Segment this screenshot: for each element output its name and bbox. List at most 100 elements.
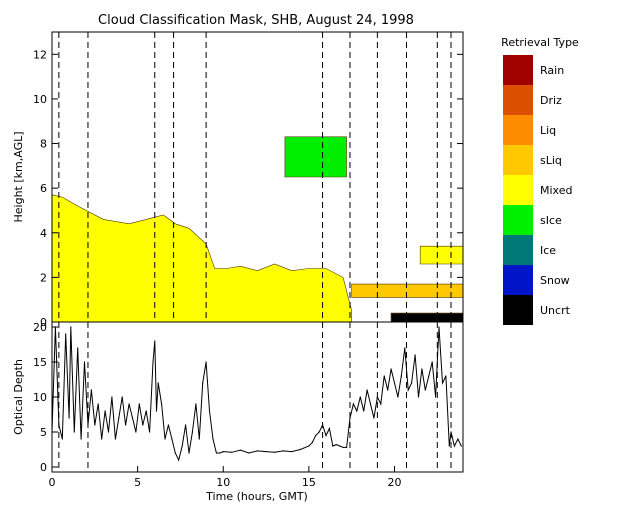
legend-label-rain: Rain [540, 64, 564, 77]
optical-depth-point [219, 452, 221, 454]
optical-depth-point [414, 354, 416, 356]
optical-depth-point [373, 417, 375, 419]
optical-depth-point [460, 445, 462, 447]
x-axis-label: Time (hours, GMT) [205, 490, 308, 503]
optical-depth-point [393, 382, 396, 384]
optical-depth-point [138, 403, 140, 405]
optical-depth-point [349, 417, 351, 419]
optical-depth-point [325, 434, 327, 437]
optical-depth-point [321, 424, 324, 426]
optical-depth-point [363, 410, 365, 412]
optical-depth-point [87, 424, 89, 426]
optical-depth-point [291, 451, 293, 453]
optical-depth-point [390, 368, 392, 370]
legend-label-uncrt: Uncrt [540, 304, 571, 317]
legend-swatch-mixed [503, 175, 533, 205]
optical-depth-point [411, 382, 413, 384]
mask-y-tick-label: 4 [40, 227, 47, 240]
optical-depth-point [83, 361, 86, 363]
legend-label-sice: sIce [540, 214, 562, 227]
optical-depth-point [205, 361, 207, 363]
optical-depth-point [90, 389, 92, 391]
optical-depth-y-tick-label: 0 [40, 461, 47, 474]
optical-depth-y-tick-label: 20 [33, 321, 47, 334]
optical-depth-point [308, 445, 310, 447]
optical-depth-point [149, 431, 151, 433]
mask-y-tick-label: 8 [40, 138, 47, 151]
optical-depth-point [256, 450, 259, 452]
optical-depth-point [282, 450, 284, 452]
optical-depth-point [339, 445, 341, 447]
mask-region-2 [351, 283, 464, 298]
x-tick-label: 20 [388, 476, 402, 489]
optical-depth-point [181, 445, 183, 447]
optical-depth-point [191, 431, 194, 433]
optical-depth-point [195, 403, 197, 405]
optical-depth-point [128, 403, 130, 405]
optical-depth-point [400, 375, 402, 377]
optical-depth-point [131, 417, 134, 419]
optical-depth-point [215, 452, 217, 454]
optical-depth-point [352, 403, 354, 405]
optical-depth-point [157, 382, 159, 384]
optical-depth-point [453, 445, 456, 447]
optical-depth-point [231, 451, 233, 453]
optical-depth-point [155, 410, 158, 412]
mask-region-3 [419, 245, 464, 265]
optical-depth-point [431, 361, 433, 363]
optical-depth-point [274, 451, 276, 453]
optical-depth-point [61, 438, 63, 440]
optical-depth-point [342, 446, 344, 448]
optical-depth-point [222, 451, 224, 453]
optical-depth-point [359, 396, 361, 398]
optical-depth-point [145, 410, 147, 412]
mask-y-tick-label: 6 [40, 182, 47, 195]
optical-depth-point [107, 431, 110, 433]
optical-depth-point [97, 403, 99, 405]
optical-depth-point [404, 347, 406, 349]
legend-label-mixed: Mixed [540, 184, 572, 197]
optical-depth-point [208, 410, 211, 412]
mask-y-axis-label: Height [km,AGL] [12, 131, 25, 222]
optical-depth-point [111, 396, 113, 398]
optical-depth-point [80, 438, 82, 440]
optical-depth-point [73, 431, 75, 433]
optical-depth-point [178, 459, 180, 461]
mask-region-0 [51, 194, 353, 323]
optical-depth-point [118, 417, 120, 419]
legend: Retrieval Type Rain Driz Liq sLiq Mixed sIce I… [501, 36, 579, 325]
optical-depth-point [299, 448, 301, 451]
optical-depth-point [152, 361, 154, 363]
legend-swatch-uncrt [503, 295, 533, 325]
legend-swatch-sice [503, 205, 533, 235]
optical-depth-point [450, 431, 452, 433]
optical-depth-point [202, 382, 204, 384]
optical-depth-y-tick-label: 10 [33, 391, 47, 404]
optical-depth-point [239, 449, 241, 451]
legend-label-driz: Driz [540, 94, 562, 107]
optical-depth-series-line [51, 326, 462, 462]
optical-depth-point [311, 441, 313, 444]
legend-label-snow: Snow [540, 274, 570, 287]
optical-depth-point [376, 396, 378, 398]
optical-depth-point [121, 396, 123, 398]
optical-depth-point [58, 424, 60, 426]
optical-depth-point [328, 427, 331, 430]
optical-depth-point [424, 389, 426, 391]
optical-depth-point [174, 452, 176, 454]
legend-swatch-snow [503, 265, 533, 295]
optical-depth-point [407, 389, 409, 391]
optical-depth-point [154, 340, 156, 342]
optical-depth-point [114, 438, 116, 440]
optical-depth-point [68, 417, 70, 419]
optical-depth-panel: 0 5 10 15 20 0 5 10 15 20 Optical Depth Time (ho… [12, 321, 464, 503]
optical-depth-point [332, 445, 334, 447]
optical-depth-point [248, 452, 250, 454]
x-tick-label: 15 [302, 476, 316, 489]
optical-depth-point [104, 410, 106, 412]
optical-depth-point [366, 389, 368, 391]
legend-label-liq: Liq [540, 124, 556, 137]
optical-depth-point [77, 347, 79, 349]
optical-depth-point [369, 403, 372, 405]
optical-depth-point [171, 438, 173, 440]
